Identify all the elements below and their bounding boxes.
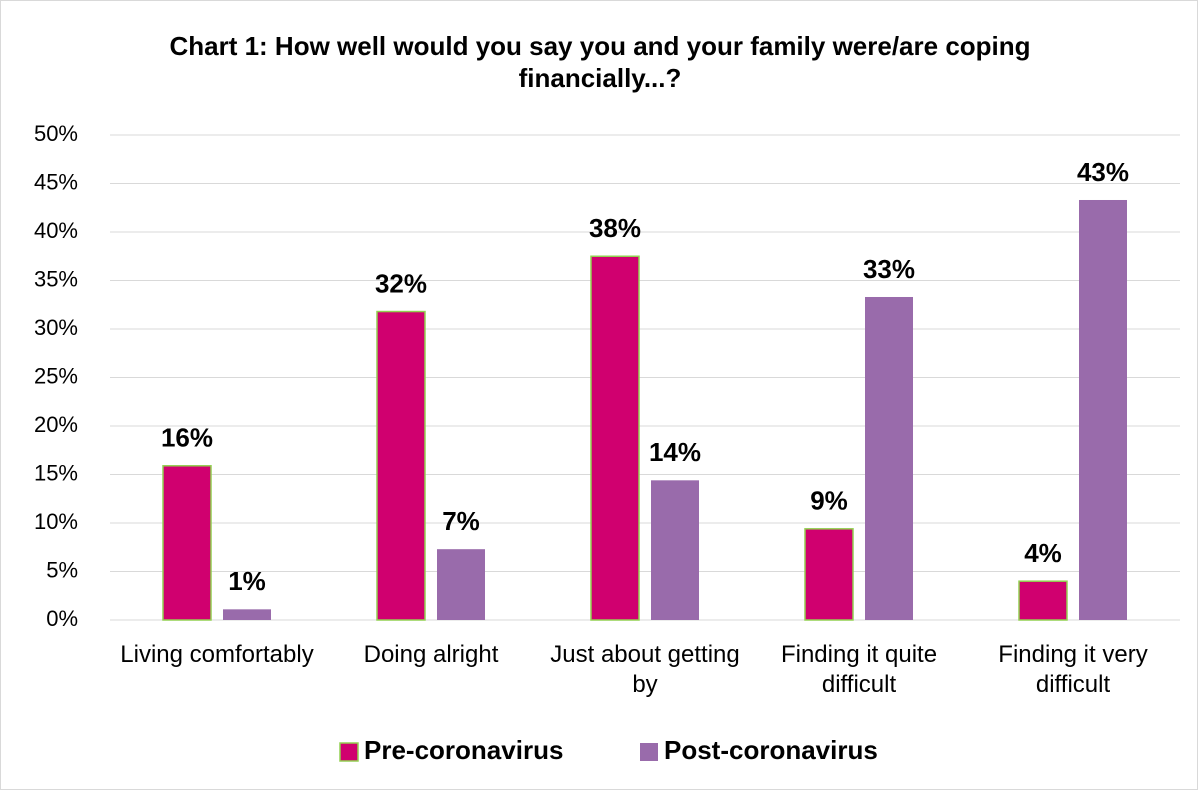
data-label: 33% [863,254,915,284]
bar [162,465,212,621]
y-tick-label: 40% [34,218,78,243]
x-tick-label: Just about getting by [550,641,740,698]
bar [437,549,485,620]
y-tick-label: 45% [34,169,78,194]
legend-swatch [640,743,658,761]
data-label: 4% [1024,538,1062,568]
y-tick-label: 20% [34,412,78,437]
x-tick-label: Living comfortably [120,641,314,668]
data-label: 38% [589,213,641,243]
data-label: 32% [375,268,427,298]
y-tick-label: 30% [34,315,78,340]
y-tick-label: 25% [34,363,78,388]
x-tick-label: Finding it very difficult [998,641,1148,698]
y-tick-label: 5% [46,557,78,582]
data-label: 7% [442,506,480,536]
bar [1018,580,1068,621]
bar [804,528,854,621]
data-label: 16% [161,423,213,453]
bar [376,310,426,621]
x-tick-label: Finding it quite difficult [780,641,938,698]
bar [590,255,640,621]
chart-title: Chart 1: How well would you say you and … [169,31,1031,93]
y-tick-label: 0% [46,606,78,631]
y-tick-label: 15% [34,460,78,485]
data-label: 43% [1077,157,1129,187]
x-tick-label: Doing alright [363,641,499,668]
y-tick-label: 35% [34,266,78,291]
legend-swatch [339,742,359,762]
legend-label: Pre-coronavirus [364,735,563,765]
bar [223,609,271,620]
bar [865,296,913,620]
data-label: 9% [810,486,848,516]
y-tick-label: 50% [34,121,78,146]
bar [651,480,699,620]
data-label: 1% [228,566,266,596]
data-label: 14% [649,437,701,467]
bar [1079,199,1127,621]
y-tick-label: 10% [34,509,78,534]
legend-label: Post-coronavirus [664,735,878,765]
